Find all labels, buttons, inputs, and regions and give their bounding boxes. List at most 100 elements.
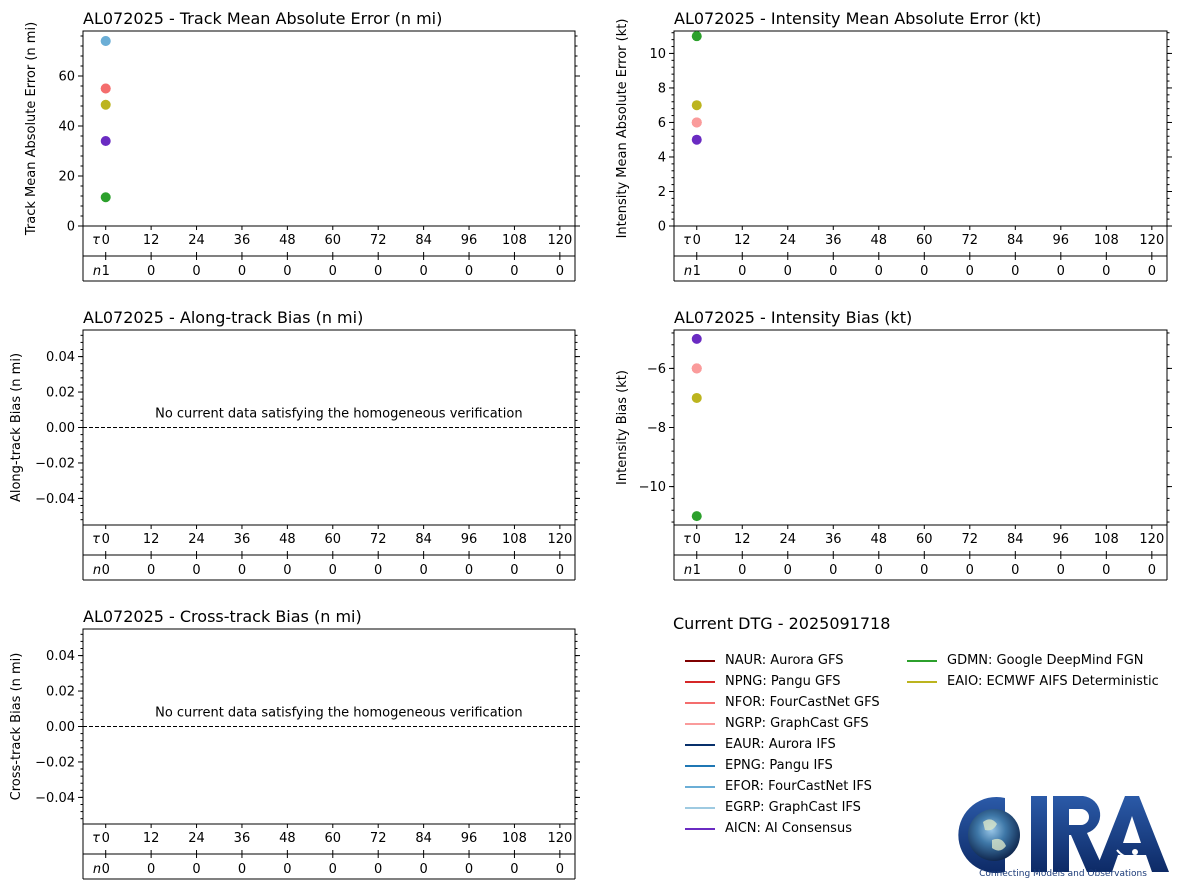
legend-item-eaio: EAIO: ECMWF AIFS Deterministic [895, 671, 1159, 692]
lead-time-label: 48 [279, 532, 296, 547]
legend-column-2: GDMN: Google DeepMind FGN EAIO: ECMWF AIF… [895, 650, 1159, 692]
n-label: n [93, 563, 101, 578]
legend-item-egrp: EGRP: GraphCast IFS [673, 797, 880, 818]
n-count: 0 [1148, 264, 1156, 279]
chart-cross_track_bias: AL072025 - Cross-track Bias (n mi) −0.04 −… [9, 607, 580, 880]
n-count: 0 [374, 264, 382, 279]
y-tick-label: 0.00 [46, 720, 75, 735]
chart-along_track_bias: AL072025 - Along-track Bias (n mi) −0.04 −… [9, 308, 580, 581]
n-count: 0 [784, 264, 792, 279]
y-tick-label: 60 [58, 70, 75, 85]
no-data-message: No current data satisfying the homogeneo… [155, 407, 522, 422]
lead-time-label: 96 [461, 831, 478, 846]
legend-swatch [685, 827, 715, 830]
legend-label: GDMN: Google DeepMind FGN [947, 653, 1144, 668]
n-count: 1 [693, 563, 701, 578]
plot-frame [673, 30, 1168, 227]
y-tick-label: 0.04 [46, 350, 75, 365]
n-count: 0 [920, 563, 928, 578]
legend: Current DTG - 2025091718 NAUR: Aurora GF… [673, 612, 1188, 894]
lead-time-label: 36 [825, 233, 842, 248]
n-count: 0 [875, 563, 883, 578]
lead-time-label: 12 [734, 233, 751, 248]
tau-label: τ [92, 233, 100, 248]
cira-logo: Connecting Models and Observations [958, 796, 1169, 879]
n-count: 0 [465, 563, 473, 578]
n-count: 0 [374, 563, 382, 578]
lead-time-label: 84 [1007, 532, 1024, 547]
lead-time-label: 96 [1053, 233, 1070, 248]
chart-title: AL072025 - Along-track Bias (n mi) [83, 308, 363, 327]
logo-letter-r [1053, 796, 1105, 872]
n-count: 0 [283, 264, 291, 279]
y-tick-label: 0 [67, 220, 75, 235]
n-count: 0 [147, 862, 155, 877]
logo-letter-c [958, 797, 1005, 873]
lead-time-label: 24 [188, 233, 205, 248]
legend-label: NPNG: Pangu GFS [725, 674, 841, 689]
legend-label: EAIO: ECMWF AIFS Deterministic [947, 674, 1159, 689]
data-point-gdmn [691, 511, 702, 522]
y-tick-label: 10 [649, 47, 666, 62]
legend-swatch [685, 743, 715, 746]
lead-time-label: 0 [102, 233, 110, 248]
legend-label: NAUR: Aurora GFS [725, 653, 844, 668]
chart-track_mae: AL072025 - Track Mean Absolute Error (n … [24, 9, 580, 282]
logo-letter-i [1031, 796, 1047, 872]
n-count: 0 [238, 264, 246, 279]
lead-time-label: 108 [1094, 233, 1119, 248]
n-count: 0 [966, 563, 974, 578]
n-count: 0 [419, 264, 427, 279]
chart-title: AL072025 - Track Mean Absolute Error (n … [83, 9, 442, 28]
n-count: 0 [465, 862, 473, 877]
no-data-message: No current data satisfying the homogeneo… [155, 706, 522, 721]
lead-time-label: 60 [916, 532, 933, 547]
n-count: 0 [1057, 563, 1065, 578]
lead-time-label: 0 [693, 233, 701, 248]
y-tick-label: 40 [58, 120, 75, 135]
lead-time-label: 60 [325, 831, 342, 846]
legend-item-ngrp: NGRP: GraphCast GFS [673, 713, 880, 734]
lead-time-label: 96 [1053, 532, 1070, 547]
n-label: n [93, 862, 101, 877]
y-tick-label: −0.02 [35, 456, 75, 471]
n-count: 0 [510, 563, 518, 578]
y-tick-label: 2 [658, 185, 666, 200]
data-point-aicn [691, 333, 702, 344]
lead-time-label: 24 [779, 233, 796, 248]
lead-time-label: 84 [415, 233, 432, 248]
lead-time-label: 84 [415, 831, 432, 846]
data-point-efor [100, 36, 111, 46]
y-tick-label: −6 [647, 362, 666, 377]
legend-label: EPNG: Pangu IFS [725, 758, 833, 773]
lead-time-label: 36 [825, 532, 842, 547]
n-count: 0 [419, 862, 427, 877]
y-tick-label: −0.04 [35, 492, 75, 507]
legend-item-npng: NPNG: Pangu GFS [673, 671, 880, 692]
lead-time-label: 120 [547, 831, 572, 846]
logo-letter-a [1095, 796, 1169, 872]
n-count: 0 [738, 264, 746, 279]
lead-time-label: 12 [143, 831, 160, 846]
lead-time-label: 72 [962, 532, 979, 547]
lead-time-label: 72 [370, 532, 387, 547]
y-tick-label: 0.02 [46, 386, 75, 401]
n-count: 0 [829, 563, 837, 578]
legend-label: AICN: AI Consensus [725, 821, 852, 836]
legend-item-gdmn: GDMN: Google DeepMind FGN [895, 650, 1159, 671]
data-point-aicn [100, 136, 111, 146]
y-axis-label: Intensity Bias (kt) [615, 370, 630, 485]
lead-time-label: 96 [461, 532, 478, 547]
n-count: 0 [829, 264, 837, 279]
n-count: 0 [192, 264, 200, 279]
lead-time-label: 120 [547, 233, 572, 248]
legend-label: EGRP: GraphCast IFS [725, 800, 861, 815]
y-axis-label: Along-track Bias (n mi) [9, 353, 24, 502]
tau-label: τ [683, 233, 691, 248]
n-count: 0 [875, 264, 883, 279]
tau-label: τ [92, 532, 100, 547]
n-count: 0 [374, 862, 382, 877]
lead-time-label: 72 [962, 233, 979, 248]
n-count: 0 [238, 563, 246, 578]
n-count: 1 [693, 264, 701, 279]
